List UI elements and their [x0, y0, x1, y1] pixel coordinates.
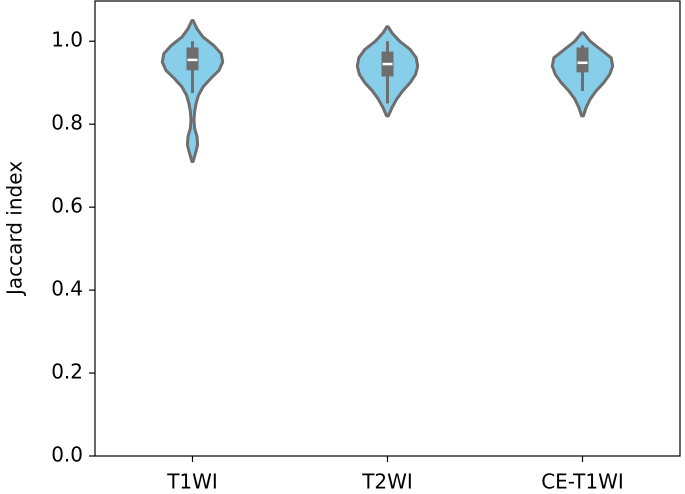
y-tick-label: 0.6	[51, 194, 83, 218]
x-tick-label: CE-T1WI	[541, 470, 624, 494]
y-tick-label: 0.0	[51, 443, 83, 467]
y-tick-label: 0.2	[51, 360, 83, 384]
y-axis-label: Jaccard index	[3, 161, 27, 297]
x-tick-label: T2WI	[361, 470, 413, 494]
y-tick-label: 0.4	[51, 277, 83, 301]
y-tick-label: 1.0	[51, 28, 83, 52]
x-tick-label: T1WI	[166, 470, 218, 494]
box	[576, 47, 589, 73]
y-tick-label: 0.8	[51, 111, 83, 135]
plot-frame	[94, 0, 681, 457]
